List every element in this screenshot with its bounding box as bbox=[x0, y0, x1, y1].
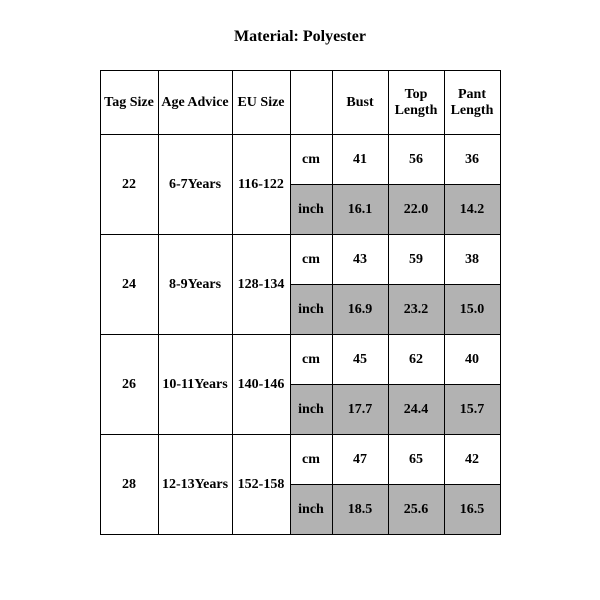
cell-top: 25.6 bbox=[388, 485, 444, 535]
col-eu-size: EU Size bbox=[232, 71, 290, 135]
cell-top: 23.2 bbox=[388, 285, 444, 335]
cell-unit-cm: cm bbox=[290, 435, 332, 485]
cell-pant: 42 bbox=[444, 435, 500, 485]
cell-age-advice: 10-11Years bbox=[158, 335, 232, 435]
cell-top: 59 bbox=[388, 235, 444, 285]
cell-unit-inch: inch bbox=[290, 285, 332, 335]
cell-pant: 14.2 bbox=[444, 185, 500, 235]
cell-pant: 15.7 bbox=[444, 385, 500, 435]
size-table: Tag Size Age Advice EU Size Bust Top Len… bbox=[100, 70, 501, 535]
cell-tag-size: 24 bbox=[100, 235, 158, 335]
cell-age-advice: 8-9Years bbox=[158, 235, 232, 335]
cell-pant: 15.0 bbox=[444, 285, 500, 335]
cell-unit-inch: inch bbox=[290, 185, 332, 235]
cell-eu-size: 116-122 bbox=[232, 135, 290, 235]
cell-unit-cm: cm bbox=[290, 235, 332, 285]
cell-bust: 16.1 bbox=[332, 185, 388, 235]
cell-top: 22.0 bbox=[388, 185, 444, 235]
col-top-length: Top Length bbox=[388, 71, 444, 135]
cell-bust: 41 bbox=[332, 135, 388, 185]
cell-bust: 47 bbox=[332, 435, 388, 485]
cell-pant: 40 bbox=[444, 335, 500, 385]
cell-tag-size: 26 bbox=[100, 335, 158, 435]
cell-tag-size: 22 bbox=[100, 135, 158, 235]
cell-unit-cm: cm bbox=[290, 335, 332, 385]
cell-bust: 43 bbox=[332, 235, 388, 285]
cell-unit-inch: inch bbox=[290, 385, 332, 435]
cell-eu-size: 140-146 bbox=[232, 335, 290, 435]
cell-age-advice: 6-7Years bbox=[158, 135, 232, 235]
cell-age-advice: 12-13Years bbox=[158, 435, 232, 535]
cell-bust: 45 bbox=[332, 335, 388, 385]
cell-top: 56 bbox=[388, 135, 444, 185]
cell-pant: 16.5 bbox=[444, 485, 500, 535]
cell-bust: 16.9 bbox=[332, 285, 388, 335]
cell-bust: 18.5 bbox=[332, 485, 388, 535]
col-bust: Bust bbox=[332, 71, 388, 135]
col-age-advice: Age Advice bbox=[158, 71, 232, 135]
table-row: 22 6-7Years 116-122 cm 41 56 36 bbox=[100, 135, 500, 185]
col-pant-length: Pant Length bbox=[444, 71, 500, 135]
cell-bust: 17.7 bbox=[332, 385, 388, 435]
cell-top: 24.4 bbox=[388, 385, 444, 435]
cell-eu-size: 128-134 bbox=[232, 235, 290, 335]
cell-tag-size: 28 bbox=[100, 435, 158, 535]
cell-eu-size: 152-158 bbox=[232, 435, 290, 535]
cell-pant: 36 bbox=[444, 135, 500, 185]
col-tag-size: Tag Size bbox=[100, 71, 158, 135]
cell-unit-cm: cm bbox=[290, 135, 332, 185]
cell-pant: 38 bbox=[444, 235, 500, 285]
table-row: 28 12-13Years 152-158 cm 47 65 42 bbox=[100, 435, 500, 485]
table-header-row: Tag Size Age Advice EU Size Bust Top Len… bbox=[100, 71, 500, 135]
col-unit bbox=[290, 71, 332, 135]
cell-top: 65 bbox=[388, 435, 444, 485]
table-row: 26 10-11Years 140-146 cm 45 62 40 bbox=[100, 335, 500, 385]
table-row: 24 8-9Years 128-134 cm 43 59 38 bbox=[100, 235, 500, 285]
page-title: Material: Polyester bbox=[0, 0, 600, 70]
cell-top: 62 bbox=[388, 335, 444, 385]
cell-unit-inch: inch bbox=[290, 485, 332, 535]
